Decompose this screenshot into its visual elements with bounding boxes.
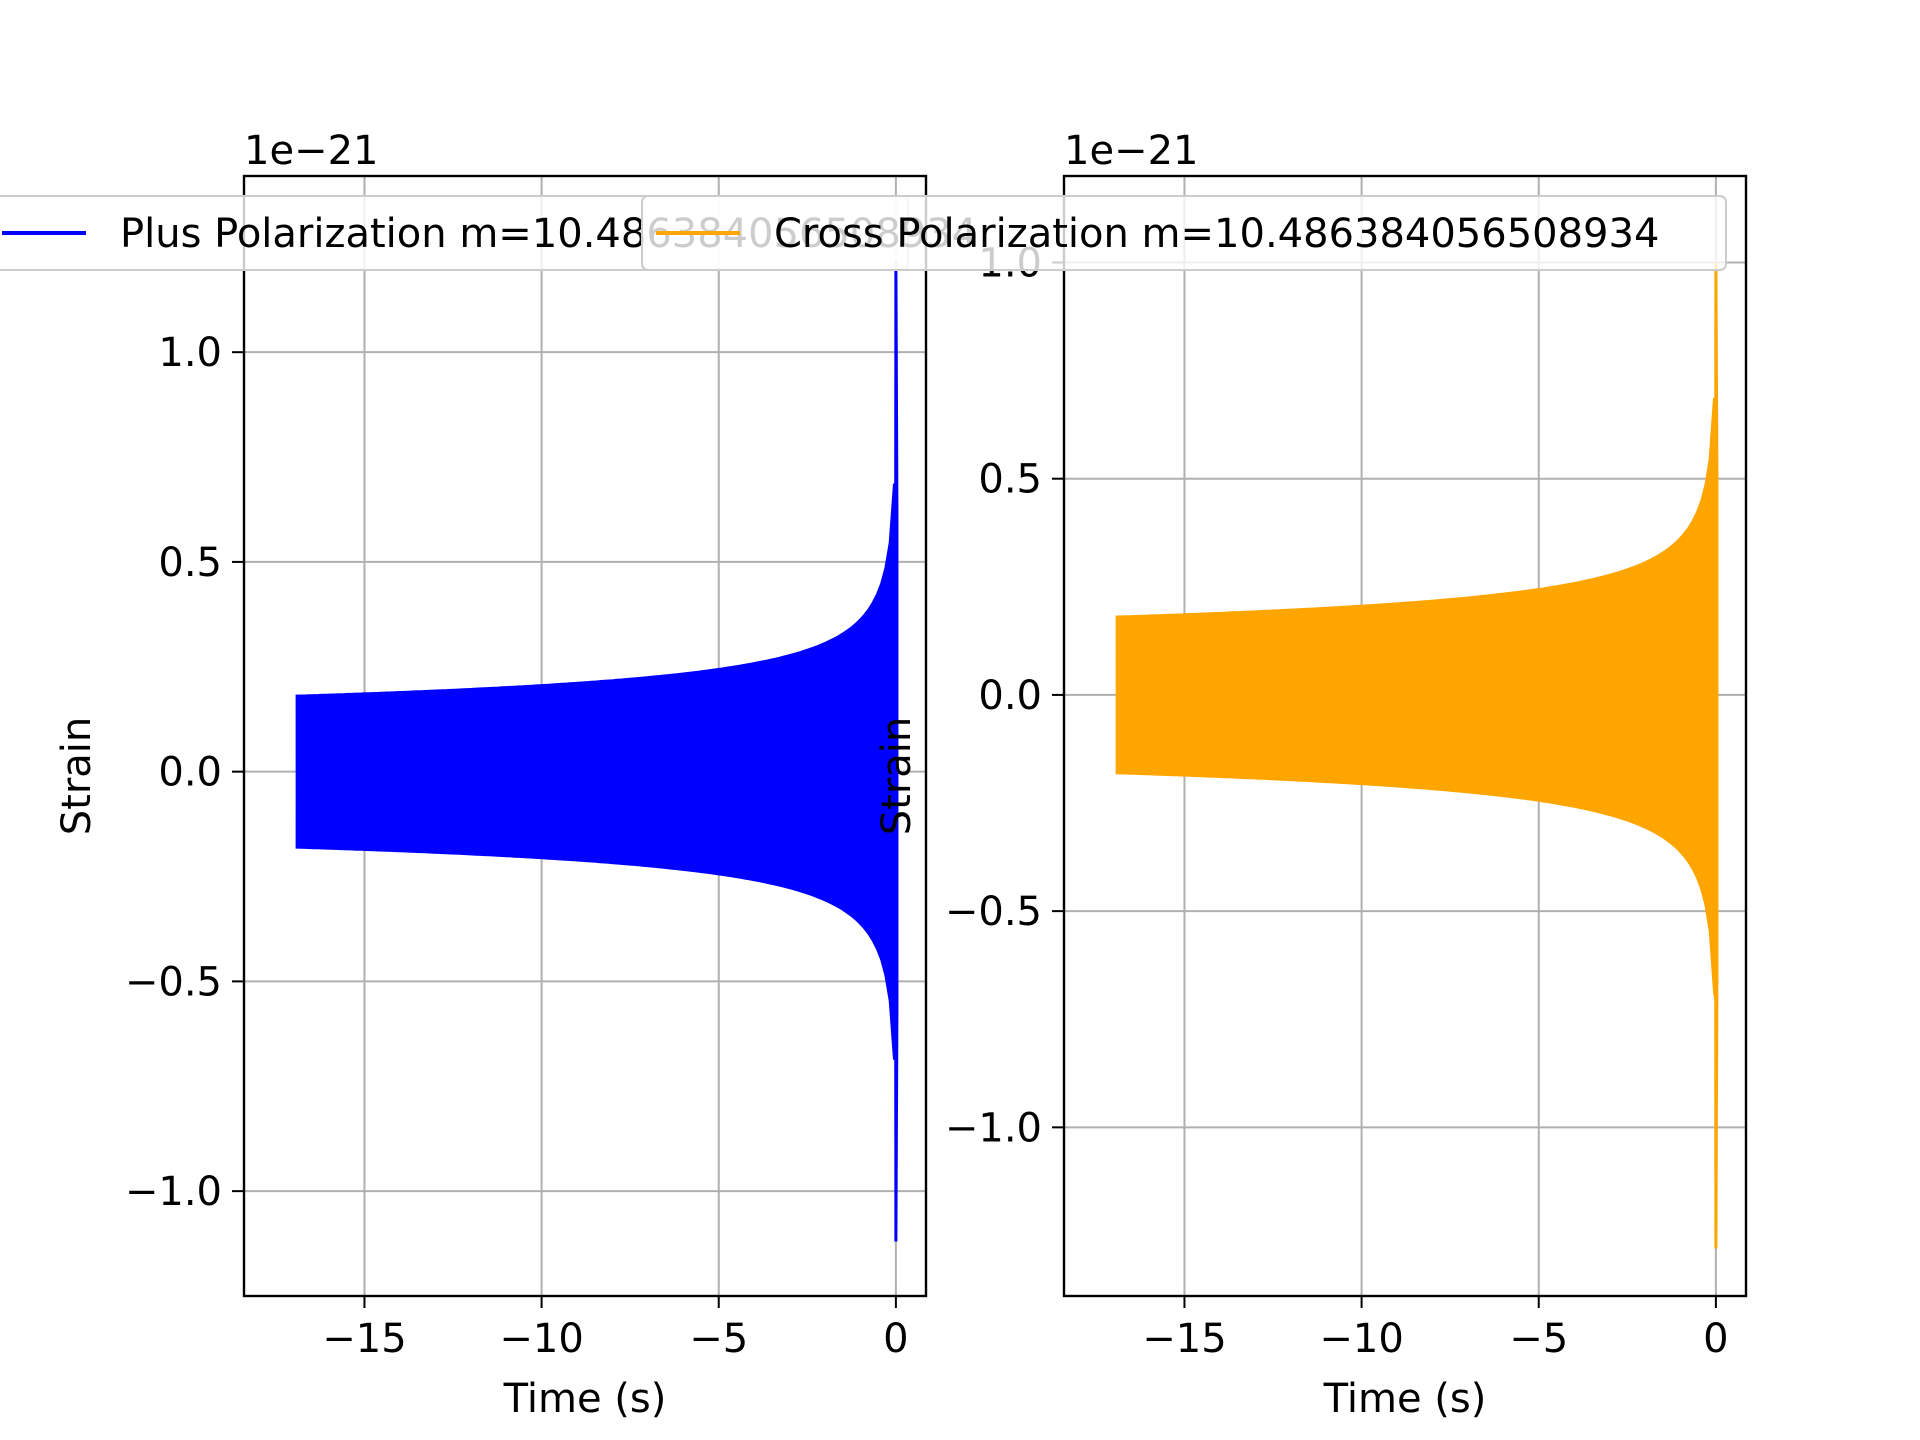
legend-box [641,195,1727,271]
x-tick-label: −5 [1509,1316,1568,1362]
y-tick-label: 0.0 [158,750,222,796]
x-tick-label: −10 [499,1316,583,1362]
x-tick-label: −10 [1319,1316,1403,1362]
x-axis-label: Time (s) [503,1376,667,1422]
legend-cross: Cross Polarization m=10.486384056508934 [641,195,1727,271]
plus-strain-series [295,259,899,1242]
x-tick-label: 0 [883,1316,908,1362]
y-tick-label: −0.5 [125,959,222,1005]
plot-frame [242,174,928,1298]
x-tick-label: 0 [1703,1316,1728,1362]
y-tick-label: −1.0 [125,1169,222,1215]
plot-frame [1062,174,1748,1298]
y-tick-label: 0.0 [978,673,1042,719]
y-tick-label: −1.0 [945,1105,1042,1151]
y-tick-label: 0.5 [978,457,1042,503]
legend-entry: Cross Polarization m=10.486384056508934 [774,211,1659,257]
plus-polarization-subplot: −1.0 −0.5 0.0 0.5 1.0 −15 −10 −5 0 1e−21 Time (… [54,128,928,1422]
x-tick-label: −5 [689,1316,748,1362]
x-tick-label: −15 [322,1316,406,1362]
x-tick-label: −15 [1142,1316,1226,1362]
y-axis-label: Strain [874,717,920,836]
y-axis-label: Strain [54,717,100,836]
y-tick-label: 0.5 [158,540,222,586]
y-tick-label: 1.0 [158,330,222,376]
cross-strain-series [1115,262,1719,1249]
y-offset-text: 1e−21 [1064,128,1198,174]
y-tick-label: −0.5 [945,889,1042,935]
x-axis-label: Time (s) [1323,1376,1487,1422]
y-offset-text: 1e−21 [244,128,378,174]
